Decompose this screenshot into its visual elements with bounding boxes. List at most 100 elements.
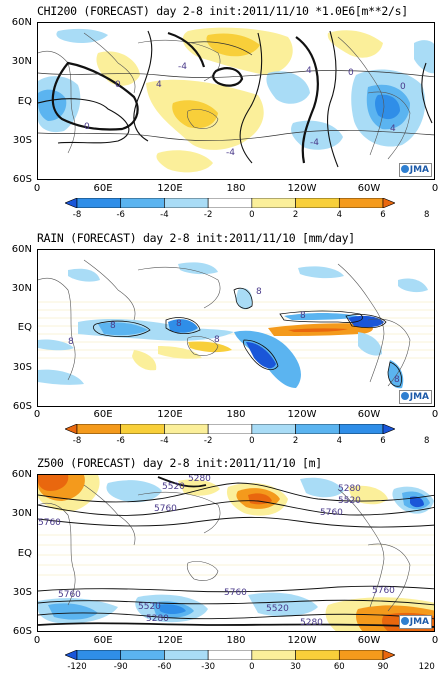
contour-label: 5280: [338, 484, 361, 494]
lat-label: 60N: [11, 469, 32, 480]
lon-label: 0: [431, 635, 439, 646]
lon-label: 60E: [93, 409, 113, 420]
lon-label: 120W: [287, 635, 317, 646]
lat-label: 60S: [12, 626, 32, 637]
colorbar-tick-label: 6: [380, 436, 386, 446]
lon-label: 180: [226, 635, 246, 646]
jma-logo-icon: [400, 165, 409, 173]
lon-label: 180: [226, 183, 246, 194]
rain-map: 8 8 8 8 8 8 8 JMA: [37, 249, 435, 407]
chi200-map: 0 4 -4 0 -4 4 0 4 -4 0 JMA: [37, 22, 435, 180]
contour-label: 4: [390, 124, 396, 134]
panel-title: RAIN (FORECAST) day 2-8 init:2011/11/10 …: [37, 231, 355, 245]
contour-label: 8: [300, 311, 306, 321]
colorbar-swatch: [207, 424, 253, 434]
colorbar-swatch: [164, 650, 209, 660]
contour-label: -4: [178, 62, 187, 72]
contour-label: 5280: [146, 614, 169, 624]
lon-label: 0: [431, 183, 439, 194]
lon-label: 120E: [157, 409, 183, 420]
jma-logo: JMA: [398, 390, 432, 404]
colorbar-swatch: [76, 650, 122, 660]
contour-label: 0: [115, 80, 121, 90]
contour-label: 8: [68, 337, 74, 347]
colorbar-tick-label: -120: [67, 662, 87, 672]
colorbar-tick-label: 2: [292, 436, 299, 446]
colorbar-swatch: [164, 198, 209, 208]
lat-label: EQ: [17, 96, 32, 107]
contour-label: 5760: [58, 590, 81, 600]
colorbar-swatch: [251, 424, 296, 434]
panel-title: Z500 (FORECAST) day 2-8 init:2011/11/10 …: [37, 456, 322, 470]
colorbar-swatch: [120, 198, 165, 208]
colorbar-swatch: [207, 198, 253, 208]
lat-label: 60N: [11, 17, 32, 28]
colorbar-tick-label: 8: [423, 210, 430, 220]
colorbar-tick-label: 4: [336, 210, 342, 220]
contour-label: 0: [84, 122, 90, 132]
colorbar-low-arrow: [65, 650, 78, 660]
rain-field: 8 8 8 8 8 8 8: [38, 250, 434, 406]
z500-field: 5280 5520 5280 5520 5760 5760 5760 5760 …: [38, 475, 434, 631]
colorbar-tick-label: 30: [290, 662, 301, 672]
colorbar-swatch: [338, 650, 384, 660]
lon-label: 0: [431, 409, 439, 420]
lat-label: 30S: [12, 135, 32, 146]
colorbar-swatch: [164, 424, 209, 434]
lat-label: 30N: [11, 283, 32, 294]
lon-label: 60E: [93, 183, 113, 194]
contour-label: -4: [226, 148, 235, 158]
colorbar-tick-label: -60: [157, 662, 172, 672]
contour-label: 5760: [372, 586, 395, 596]
lon-label: 120E: [157, 635, 183, 646]
contour-label: -4: [310, 138, 319, 148]
jma-logo-icon: [400, 392, 409, 400]
colorbar-high-arrow: [382, 198, 395, 208]
lon-label: 0: [33, 635, 41, 646]
colorbar-swatches: [65, 198, 395, 208]
lat-label: 60S: [12, 401, 32, 412]
contour-label: 5760: [38, 518, 61, 528]
contour-label: 5280: [188, 475, 211, 484]
colorbar-tick-label: -30: [201, 662, 216, 672]
colorbar-swatch: [207, 650, 253, 660]
lon-label: 60W: [357, 183, 381, 194]
colorbar-swatch: [295, 424, 340, 434]
contour-label: 8: [394, 375, 400, 385]
lon-label: 60W: [357, 635, 381, 646]
lat-label: EQ: [17, 322, 32, 333]
contour-label: 8: [176, 319, 182, 329]
colorbar: -120 -90 -60 -30 0 30 60 90 120: [65, 650, 435, 672]
lat-label: 60N: [11, 244, 32, 255]
contour-label: 0: [400, 82, 406, 92]
z500-panel: Z500 (FORECAST) day 2-8 init:2011/11/10 …: [0, 452, 447, 677]
colorbar-tick-label: 2: [292, 210, 299, 220]
colorbar-tick-label: -8: [72, 210, 82, 220]
colorbar-low-arrow: [65, 198, 78, 208]
lon-label: 0: [33, 183, 41, 194]
jma-logo-icon: [400, 617, 409, 625]
colorbar-high-arrow: [382, 424, 395, 434]
colorbar-tick-label: 0: [249, 210, 255, 220]
colorbar-swatch: [338, 198, 384, 208]
colorbar-tick-label: -8: [72, 436, 82, 446]
chi200-panel: CHI200 (FORECAST) day 2-8 init:2011/11/1…: [0, 0, 447, 225]
lat-label: EQ: [17, 548, 32, 559]
lat-label: 30S: [12, 362, 32, 373]
colorbar-tick-label: 120: [418, 662, 435, 672]
colorbar-swatch: [76, 198, 122, 208]
colorbar-tick-label: -2: [203, 436, 213, 446]
panel-title: CHI200 (FORECAST) day 2-8 init:2011/11/1…: [37, 4, 408, 18]
jma-logo: JMA: [398, 615, 432, 629]
colorbar-tick-label: 6: [380, 210, 386, 220]
colorbar-swatches: [65, 650, 395, 660]
lat-label: 30S: [12, 587, 32, 598]
colorbar-swatch: [295, 198, 340, 208]
colorbar-tick-label: 4: [336, 436, 342, 446]
lat-label: 30N: [11, 508, 32, 519]
lon-label: 120W: [287, 409, 317, 420]
lon-label: 120W: [287, 183, 317, 194]
lon-label: 120E: [157, 183, 183, 194]
colorbar-tick-label: -6: [116, 436, 125, 446]
contour-label: 5760: [224, 588, 247, 598]
